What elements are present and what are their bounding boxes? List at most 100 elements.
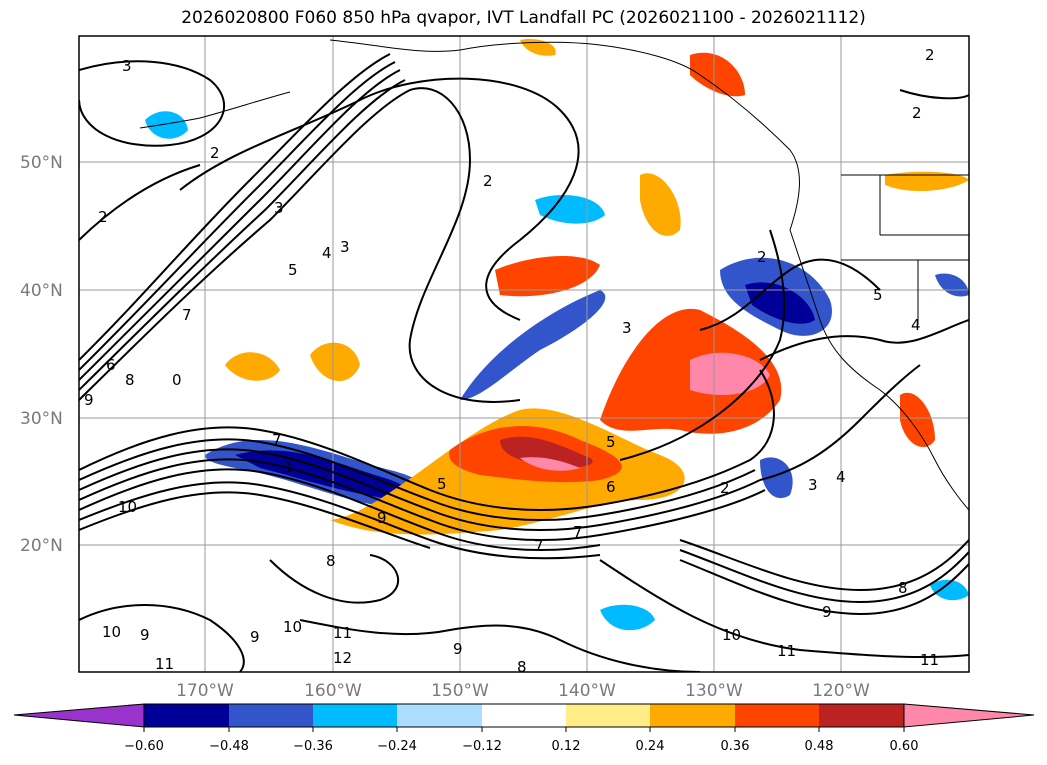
colorbar-segment [229,704,313,727]
contour-label: 9 [377,509,387,527]
colorbar: −0.60 −0.48 −0.36 −0.24 −0.12 0.12 0.24 … [13,703,1035,754]
contour-label: 4 [836,468,846,486]
map-frame [78,35,970,673]
positive-anomaly-nw-top [520,39,556,56]
lat-label: 50°N [20,153,63,173]
lat-label: 40°N [20,281,63,301]
lon-label: 150°W [431,681,489,701]
colorbar-extend-low [13,703,145,728]
coastlines [139,39,969,511]
contour-label: 7 [573,523,583,541]
negative-anomaly-mid [460,290,606,400]
contour-label: 6 [606,478,616,496]
colorbar-tick-label: −0.12 [462,739,502,754]
contour-label: 10 [118,498,137,516]
contour-lines [79,53,969,672]
contour-label: 0 [172,371,182,389]
contour-label: 8 [898,579,908,597]
colorbar-tick-label: 0.60 [890,739,919,754]
colorbar-tick-label: −0.48 [209,739,249,754]
contour-label: 2 [483,172,493,190]
colorbar-segment [313,704,397,727]
contour-label: 7 [182,306,192,324]
negative-anomaly-jet-core [235,450,411,500]
negative-anomaly-nw [145,111,188,139]
lat-label: 30°N [20,409,63,429]
positive-anomaly-w2 [310,342,360,382]
positive-anomaly-n2 [640,173,681,236]
positive-anomaly-ne-land2 [935,273,969,297]
colorbar-tick-label: 0.48 [805,739,834,754]
map-title: 2026020800 F060 850 hPa qvapor, IVT Land… [181,8,866,28]
contour-label: 11 [333,624,352,642]
contour-label: 3 [340,238,350,256]
contour-label: 5 [437,475,447,493]
colorbar-extend-high [903,703,1035,728]
colorbar-frame [143,703,905,728]
colorbar-segment [819,704,904,727]
lon-label: 170°W [176,681,234,701]
graticule [79,36,969,672]
contour-label: 8 [517,658,527,676]
contour-label: 5 [606,433,616,451]
contour-label: 10 [283,618,302,636]
colorbar-segment [144,704,229,727]
colorbar-segment [397,704,482,727]
colorbar-tick-label: −0.60 [124,739,164,754]
contour-label: 4 [322,244,332,262]
shaded-fields [145,39,969,631]
contour-label: 2 [720,479,730,497]
contour-label: 3 [808,476,818,494]
negative-anomaly-s2 [930,579,969,601]
colorbar-tick-label: −0.36 [293,739,333,754]
lon-label: 140°W [558,681,616,701]
colorbar-segment [650,704,735,727]
contour-label: 11 [920,651,939,669]
colorbar-tick-label: −0.24 [377,739,417,754]
lon-label: 130°W [685,681,743,701]
contour-label: 8 [326,552,336,570]
positive-anomaly-ne-max [690,352,770,395]
lat-label: 20°N [20,536,63,556]
contour-label: 3 [274,199,284,217]
contour-label: 9 [84,391,94,409]
contour-label: 7 [272,431,282,449]
positive-anomaly-n1 [495,255,600,297]
negative-anomaly-se1 [760,457,793,499]
colorbar-segment [735,704,819,727]
contour-label: 9 [140,626,150,644]
contour-label: 9 [453,640,463,658]
positive-anomaly-w1 [225,352,280,381]
positive-anomaly-nw-land [690,52,745,97]
lon-label: 160°W [304,681,362,701]
contour-label: 4 [911,316,921,334]
contour-label: 5 [873,286,883,304]
contour-label: 2 [912,104,922,122]
contour-label: 2 [210,144,220,162]
colorbar-tick-label: 0.36 [721,739,750,754]
contour-label: 7 [534,537,544,555]
contour-label: 8 [125,371,135,389]
contour-label: 2 [757,248,767,266]
contour-label: 1 [284,458,294,476]
map-content: 3 2 2 2 3 5 4 3 7 6 8 9 0 2 2 2 5 4 3 7 … [79,36,969,676]
contour-label: 11 [155,655,174,673]
contour-label-group: 3 2 2 2 3 5 4 3 7 6 8 9 0 2 2 2 5 4 3 7 … [84,46,939,676]
colorbar-segment [566,704,650,727]
contour-label: 3 [622,319,632,337]
contour-label: 10 [722,626,741,644]
colorbar-tick-marks [143,727,905,732]
contour-label: 12 [333,649,352,667]
contour-label: 10 [102,623,121,641]
colorbar-tick-label: 0.24 [636,739,665,754]
contour-label: 5 [288,261,298,279]
lon-label: 120°W [812,681,870,701]
contour-label: 9 [822,603,832,621]
contour-label: 2 [98,208,108,226]
positive-anomaly-ne-land [885,171,969,192]
contour-label: 9 [250,628,260,646]
contour-label: 6 [106,356,116,374]
contour-label: 11 [777,642,796,660]
positive-anomaly-coast-s [900,392,935,448]
